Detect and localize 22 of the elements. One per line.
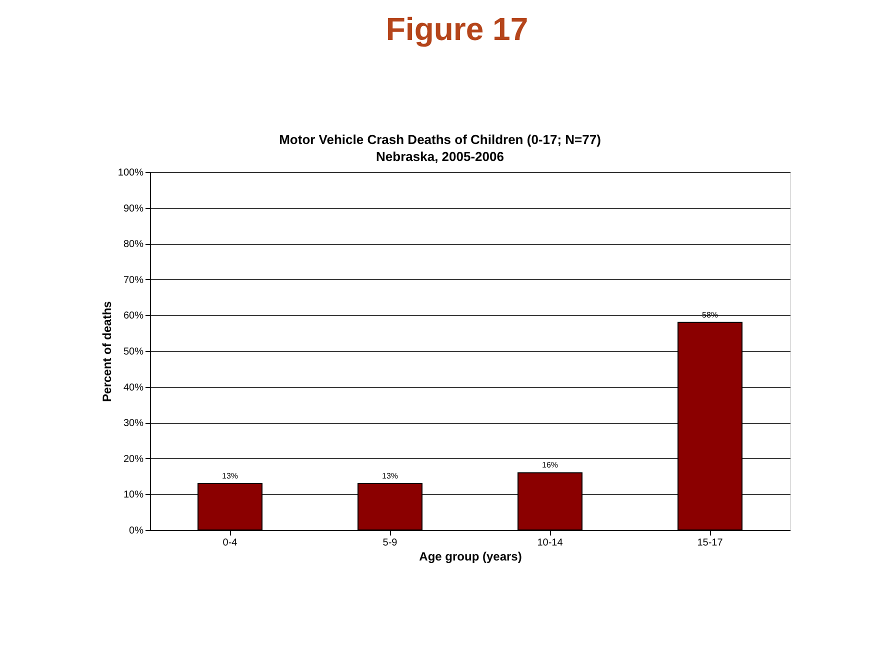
x-tick-label: 0-4 xyxy=(222,538,238,548)
y-tick-label: 70% xyxy=(123,274,144,286)
y-tick-label: 60% xyxy=(123,310,144,322)
x-tick-label: 10-14 xyxy=(537,538,564,548)
y-tick-label: 0% xyxy=(129,526,144,536)
data-label: 16% xyxy=(542,460,558,470)
y-tick-label: 80% xyxy=(123,239,144,250)
chart-title: Motor Vehicle Crash Deaths of Children (0-17; N=77) Nebraska, 2005-2006 xyxy=(279,132,601,164)
x-tick-label: 5-9 xyxy=(382,538,398,548)
y-tick-label: 40% xyxy=(123,382,144,394)
y-tick-label: 20% xyxy=(123,454,144,465)
caption: Figure 17 xyxy=(386,11,528,47)
x-axis-title: Age group (years) xyxy=(419,550,522,564)
data-label: 13% xyxy=(382,471,398,480)
y-axis-title: Percent of deaths xyxy=(100,300,114,402)
y-tick-label: 100% xyxy=(118,168,144,178)
x-tick-label: 15-17 xyxy=(697,538,724,548)
y-tick-label: 90% xyxy=(123,203,144,214)
y-tick-label: 10% xyxy=(123,490,144,501)
y-tick-label: 30% xyxy=(123,418,144,430)
data-label: 13% xyxy=(222,471,238,480)
y-tick-label: 50% xyxy=(123,346,144,358)
